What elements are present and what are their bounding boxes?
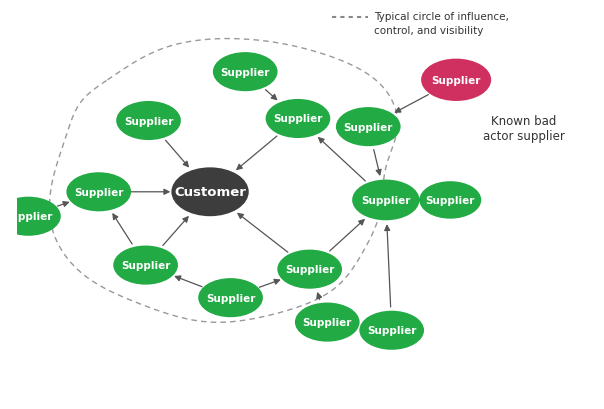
Text: Supplier: Supplier bbox=[206, 293, 255, 303]
Text: Customer: Customer bbox=[174, 186, 246, 199]
Ellipse shape bbox=[66, 173, 131, 212]
Ellipse shape bbox=[295, 303, 359, 342]
Text: Supplier: Supplier bbox=[74, 187, 123, 197]
Ellipse shape bbox=[213, 53, 278, 92]
Text: Supplier: Supplier bbox=[121, 261, 170, 270]
Text: Typical circle of influence,: Typical circle of influence, bbox=[374, 12, 509, 22]
Text: Supplier: Supplier bbox=[367, 326, 416, 335]
Text: Supplier: Supplier bbox=[273, 114, 323, 124]
Ellipse shape bbox=[421, 59, 491, 102]
Ellipse shape bbox=[336, 108, 400, 147]
Ellipse shape bbox=[116, 102, 181, 141]
Ellipse shape bbox=[172, 168, 249, 217]
Ellipse shape bbox=[359, 311, 424, 350]
Text: Supplier: Supplier bbox=[344, 122, 393, 132]
Ellipse shape bbox=[266, 100, 330, 139]
Text: Supplier: Supplier bbox=[220, 67, 270, 77]
Text: Known bad
actor supplier: Known bad actor supplier bbox=[483, 115, 565, 143]
Text: Supplier: Supplier bbox=[431, 76, 481, 85]
Ellipse shape bbox=[0, 197, 61, 236]
Text: control, and visibility: control, and visibility bbox=[374, 26, 483, 36]
Ellipse shape bbox=[277, 250, 342, 289]
Ellipse shape bbox=[352, 180, 420, 221]
Ellipse shape bbox=[114, 246, 178, 285]
Ellipse shape bbox=[419, 182, 481, 219]
Text: Supplier: Supplier bbox=[426, 196, 475, 205]
Text: Supplier: Supplier bbox=[361, 196, 411, 205]
Text: Supplier: Supplier bbox=[285, 265, 335, 274]
Text: Supplier: Supplier bbox=[124, 116, 173, 126]
Ellipse shape bbox=[198, 279, 263, 317]
Text: Supplier: Supplier bbox=[4, 212, 53, 222]
Text: Supplier: Supplier bbox=[303, 317, 352, 327]
